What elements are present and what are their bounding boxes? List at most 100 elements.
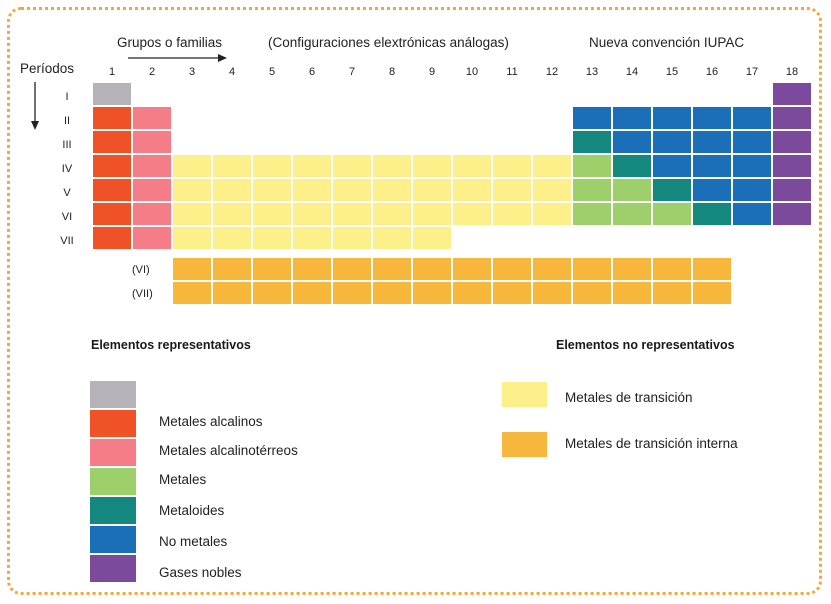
group-number: 8 (388, 66, 396, 78)
element-cell-transition (452, 154, 492, 178)
element-cell-nonmetal (692, 154, 732, 178)
legend-label: Metaloides (159, 503, 225, 518)
element-cell-inner-transition (412, 281, 452, 305)
group-number: 12 (545, 66, 559, 78)
element-cell-transition (172, 226, 212, 250)
element-cell-metal (572, 202, 612, 226)
element-cell-inner-transition (492, 257, 532, 281)
element-cell-nonmetal (732, 106, 772, 130)
element-cell-transition (252, 226, 292, 250)
group-number: 17 (745, 66, 759, 78)
element-cell-inner-transition (612, 281, 652, 305)
group-number: 3 (188, 66, 196, 78)
legend-label: Metales de transición (565, 390, 693, 405)
legend-swatch (501, 431, 548, 458)
element-cell-nonmetal (572, 106, 612, 130)
legend-swatch (501, 381, 548, 408)
element-cell-transition (212, 178, 252, 202)
element-cell-nonmetal (652, 154, 692, 178)
dotted-frame (7, 7, 822, 595)
element-cell-noble (772, 106, 812, 130)
element-cell-transition (252, 154, 292, 178)
element-cell-noble (772, 82, 812, 106)
element-cell-transition (172, 178, 212, 202)
group-number: 5 (268, 66, 276, 78)
element-cell-nonmetal (732, 202, 772, 226)
element-cell-inner-transition (212, 281, 252, 305)
element-cell-transition (292, 202, 332, 226)
element-cell-transition (412, 226, 452, 250)
legend-swatch (89, 467, 137, 496)
element-cell-inner-transition (252, 257, 292, 281)
element-cell-nonmetal (692, 106, 732, 130)
legend-label: No metales (159, 534, 228, 549)
element-cell-inner-transition (452, 281, 492, 305)
element-cell-alkaline-earth (132, 226, 172, 250)
group-number: 13 (585, 66, 599, 78)
element-cell-alkali (92, 178, 132, 202)
group-number: 2 (148, 66, 156, 78)
legend-label: Metales alcalinotérreos (159, 443, 298, 458)
element-cell-transition (372, 226, 412, 250)
period-label: VII (60, 235, 74, 247)
period-label: III (62, 139, 72, 151)
legend-swatch (89, 409, 137, 438)
element-cell-transition (372, 202, 412, 226)
element-cell-transition (532, 178, 572, 202)
element-cell-nonmetal (732, 130, 772, 154)
group-number: 18 (785, 66, 799, 78)
element-cell-inner-transition (372, 257, 412, 281)
element-cell-transition (372, 154, 412, 178)
element-cell-transition (412, 178, 452, 202)
group-number: 6 (308, 66, 316, 78)
element-cell-transition (172, 154, 212, 178)
element-cell-gray (92, 82, 132, 106)
element-cell-transition (452, 202, 492, 226)
element-cell-transition (532, 154, 572, 178)
element-cell-nonmetal (652, 130, 692, 154)
element-cell-inner-transition (612, 257, 652, 281)
element-cell-inner-transition (572, 281, 612, 305)
element-cell-alkaline-earth (132, 130, 172, 154)
element-cell-inner-transition (572, 257, 612, 281)
element-cell-inner-transition (172, 281, 212, 305)
element-cell-metal (612, 202, 652, 226)
element-cell-metalloid (652, 178, 692, 202)
element-cell-transition (412, 202, 452, 226)
period-label: VI (61, 211, 73, 223)
element-cell-nonmetal (612, 106, 652, 130)
element-cell-alkali (92, 130, 132, 154)
legend-label: Metales alcalinos (159, 414, 263, 429)
element-cell-nonmetal (612, 130, 652, 154)
element-cell-nonmetal (732, 178, 772, 202)
element-cell-transition (332, 178, 372, 202)
element-cell-transition (332, 202, 372, 226)
element-cell-transition (492, 154, 532, 178)
element-cell-transition (492, 202, 532, 226)
element-cell-inner-transition (172, 257, 212, 281)
element-cell-inner-transition (292, 257, 332, 281)
element-cell-inner-transition (652, 257, 692, 281)
element-cell-alkali (92, 226, 132, 250)
element-cell-nonmetal (692, 178, 732, 202)
f-row-label: (VII) (132, 288, 153, 300)
element-cell-metal (612, 178, 652, 202)
element-cell-transition (332, 154, 372, 178)
periods-header: Períodos (20, 61, 75, 76)
legend-swatch (89, 380, 137, 409)
period-label: V (63, 187, 71, 199)
group-number: 1 (108, 66, 116, 78)
group-number: 7 (348, 66, 356, 78)
element-cell-transition (452, 178, 492, 202)
element-cell-noble (772, 130, 812, 154)
element-cell-noble (772, 178, 812, 202)
group-number: 4 (228, 66, 236, 78)
legend-swatch (89, 554, 137, 583)
legend-swatch (89, 438, 137, 467)
element-cell-inner-transition (692, 281, 732, 305)
element-cell-inner-transition (532, 281, 572, 305)
element-cell-noble (772, 202, 812, 226)
element-cell-inner-transition (252, 281, 292, 305)
legend-representative-title: Elementos representativos (91, 338, 251, 352)
element-cell-inner-transition (332, 281, 372, 305)
